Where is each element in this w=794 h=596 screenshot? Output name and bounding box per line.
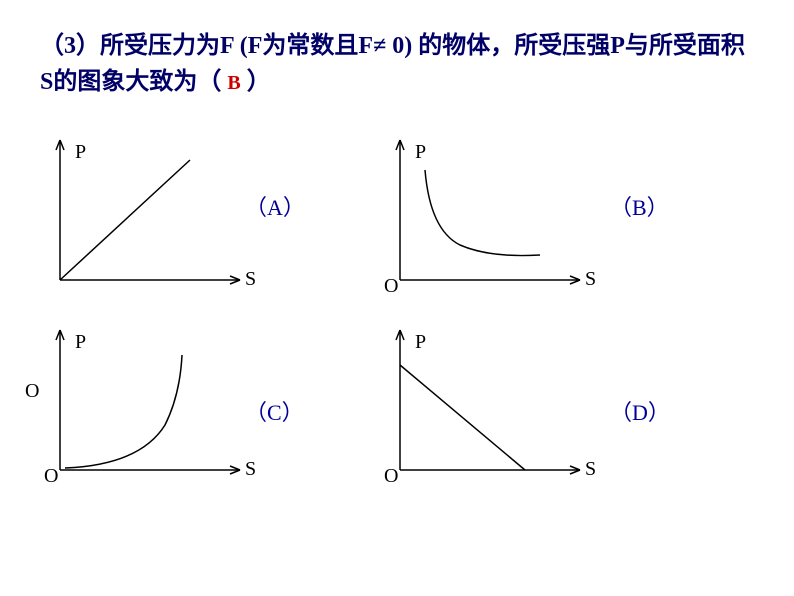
option-b-label: （B） bbox=[610, 190, 669, 222]
svg-text:O: O bbox=[384, 275, 398, 297]
svg-text:S: S bbox=[245, 268, 256, 290]
svg-text:S: S bbox=[585, 458, 596, 480]
svg-text:S: S bbox=[245, 458, 256, 480]
graph-d: P S O bbox=[370, 320, 600, 490]
option-d-label: （D） bbox=[610, 395, 670, 427]
svg-text:P: P bbox=[415, 331, 426, 353]
svg-text:P: P bbox=[415, 141, 426, 163]
svg-text:P: P bbox=[75, 141, 86, 163]
option-c-label: （C） bbox=[245, 395, 304, 427]
question-suffix: ） bbox=[247, 69, 271, 95]
question-text: （3）所受压力为F (F为常数且F≠ 0) 的物体，所受压强P与所受面积S的图象… bbox=[40, 28, 754, 100]
graph-c: P S O bbox=[30, 320, 260, 490]
graph-d-svg: P S O bbox=[370, 320, 600, 490]
graph-b: P S O bbox=[370, 130, 600, 300]
svg-text:P: P bbox=[75, 331, 86, 353]
svg-text:O: O bbox=[384, 465, 398, 487]
graph-c-svg: P S O bbox=[30, 320, 260, 490]
question-prefix: （3）所受压力为F (F为常数且F≠ 0) 的物体，所受压强P与所受面积S的图象… bbox=[40, 33, 745, 95]
graph-b-svg: P S O bbox=[370, 130, 600, 300]
graph-a-svg: PS bbox=[30, 130, 260, 300]
extra-origin-label: O bbox=[25, 380, 39, 403]
svg-text:O: O bbox=[44, 465, 58, 487]
svg-text:S: S bbox=[585, 268, 596, 290]
option-a-label: （A） bbox=[245, 190, 305, 222]
graph-a: PS bbox=[30, 130, 260, 300]
answer-letter: B bbox=[227, 72, 240, 94]
